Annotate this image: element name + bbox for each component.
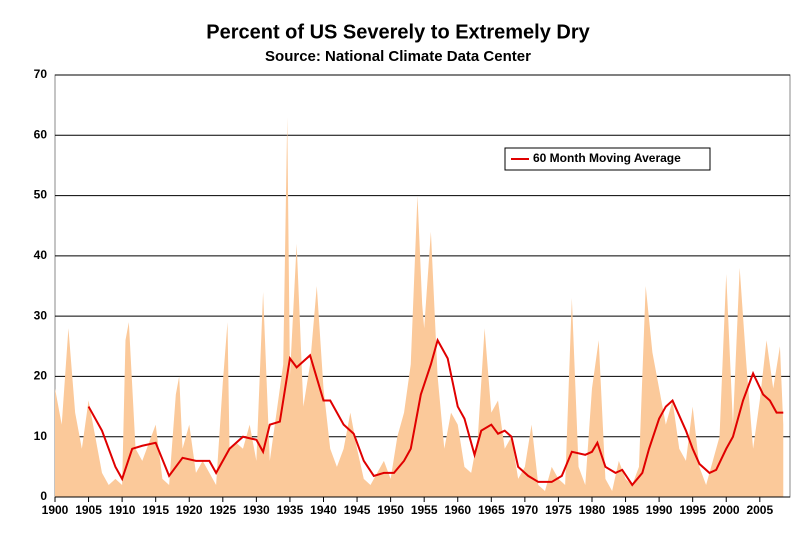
x-tick-label: 1975 — [545, 503, 572, 517]
x-tick-label: 1985 — [612, 503, 639, 517]
moving-average-line — [87, 337, 784, 487]
x-tick-label: 1920 — [176, 503, 203, 517]
legend-label: 60 Month Moving Average — [533, 151, 681, 165]
x-tick-label: 1945 — [344, 503, 371, 517]
x-tick-label: 1950 — [377, 503, 404, 517]
x-tick-label: 1965 — [478, 503, 505, 517]
x-tick-label: 1930 — [243, 503, 270, 517]
chart-title: Percent of US Severely to Extremely Dry — [206, 21, 590, 43]
y-tick-label: 50 — [34, 188, 48, 202]
x-tick-label: 1970 — [512, 503, 539, 517]
y-tick-label: 70 — [34, 67, 48, 81]
x-tick-label: 1925 — [209, 503, 236, 517]
x-tick-label: 1955 — [411, 503, 438, 517]
drought-area — [55, 117, 784, 497]
y-tick-label: 10 — [34, 429, 48, 443]
x-tick-label: 1910 — [109, 503, 136, 517]
y-tick-label: 60 — [34, 127, 48, 141]
x-tick-label: 1940 — [310, 503, 337, 517]
x-tick-label: 1915 — [142, 503, 169, 517]
x-tick-label: 2005 — [746, 503, 773, 517]
chart-subtitle: Source: National Climate Data Center — [265, 48, 531, 65]
legend-box — [504, 147, 711, 171]
x-tick-label: 1990 — [646, 503, 673, 517]
x-tick-label: 1960 — [444, 503, 471, 517]
y-tick-label: 20 — [34, 369, 48, 383]
y-tick-label: 30 — [34, 308, 48, 322]
y-tick-label: 40 — [34, 248, 48, 262]
x-tick-label: 1995 — [679, 503, 706, 517]
x-tick-label: 1905 — [75, 503, 102, 517]
x-tick-label: 1980 — [579, 503, 606, 517]
x-tick-label: 1935 — [277, 503, 304, 517]
x-tick-label: 2000 — [713, 503, 740, 517]
y-tick-label: 0 — [40, 489, 47, 503]
x-tick-label: 1900 — [42, 503, 69, 517]
